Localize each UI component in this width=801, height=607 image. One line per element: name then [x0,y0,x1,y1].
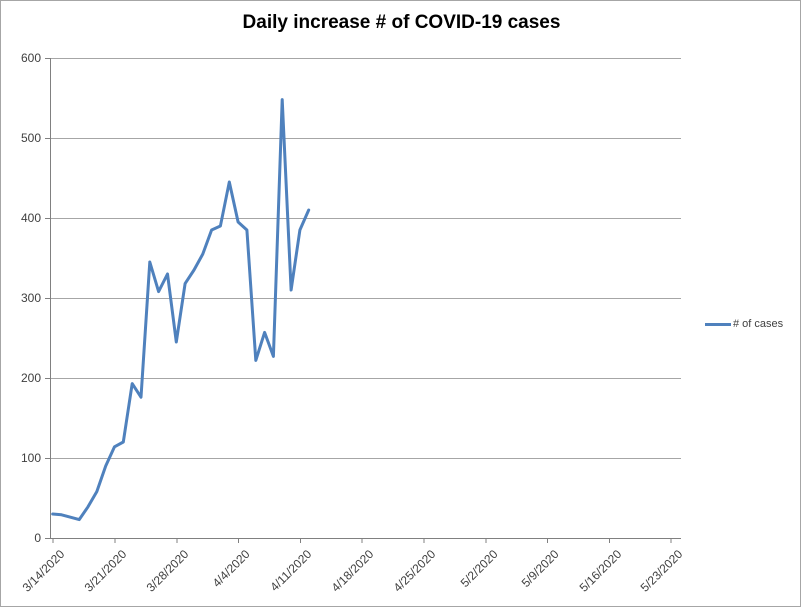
y-axis-label-0: 0 [34,531,41,545]
y-axis-label-300: 300 [20,291,41,305]
y-axis-label-500: 500 [20,131,41,145]
chart-title: Daily increase # of COVID-19 cases [242,12,561,33]
legend: # of cases [705,318,783,330]
y-axis-label-600: 600 [20,51,41,65]
series-line [51,98,311,522]
y-axis-label-100: 100 [20,451,41,465]
legend-line-swatch [705,322,731,326]
y-axis-label-200: 200 [20,371,41,385]
y-axis-label-400: 400 [20,211,41,225]
legend-label: # of cases [733,318,784,330]
